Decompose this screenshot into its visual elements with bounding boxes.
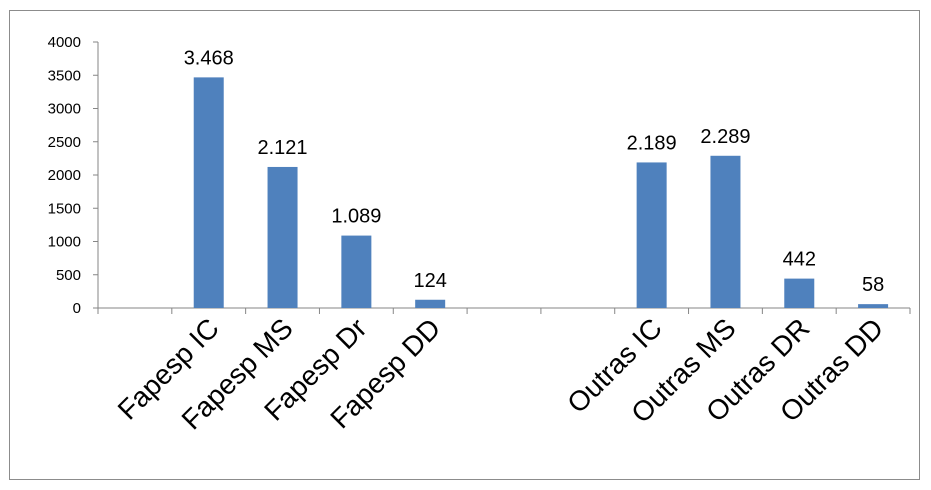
bar [710,155,741,308]
y-tick-label: 0 [73,300,81,317]
bar [341,235,372,308]
data-labels: 3.468 2.121 1.089 124 2.189 2.289 442 58 [184,47,885,296]
bar [858,304,889,308]
bar [784,278,815,308]
y-tick-label: 1000 [48,234,81,251]
data-label: 2.289 [700,126,750,148]
bar [267,166,298,308]
y-tick-label: 4000 [48,34,81,51]
data-label: 2.189 [627,132,677,154]
y-tick-label: 1500 [48,200,81,217]
y-tick-label: 500 [56,267,81,284]
y-tick-label: 2500 [48,134,81,151]
y-tick-label: 3500 [48,67,81,84]
bar [415,299,446,308]
bar [193,77,224,309]
y-tick-label: 3000 [48,101,81,118]
data-label: 442 [783,249,816,271]
bars [193,77,889,309]
y-axis: 0 500 1000 1500 2000 2500 3000 3500 4000 [48,34,99,317]
bar [636,162,667,308]
data-label: 1.089 [331,206,381,228]
y-tick-label: 2000 [48,167,81,184]
data-label: 124 [413,270,446,292]
data-label: 2.121 [258,137,308,159]
data-label: 3.468 [184,47,234,69]
x-axis [97,307,911,314]
chart-frame [9,10,920,480]
data-label: 58 [862,274,884,296]
